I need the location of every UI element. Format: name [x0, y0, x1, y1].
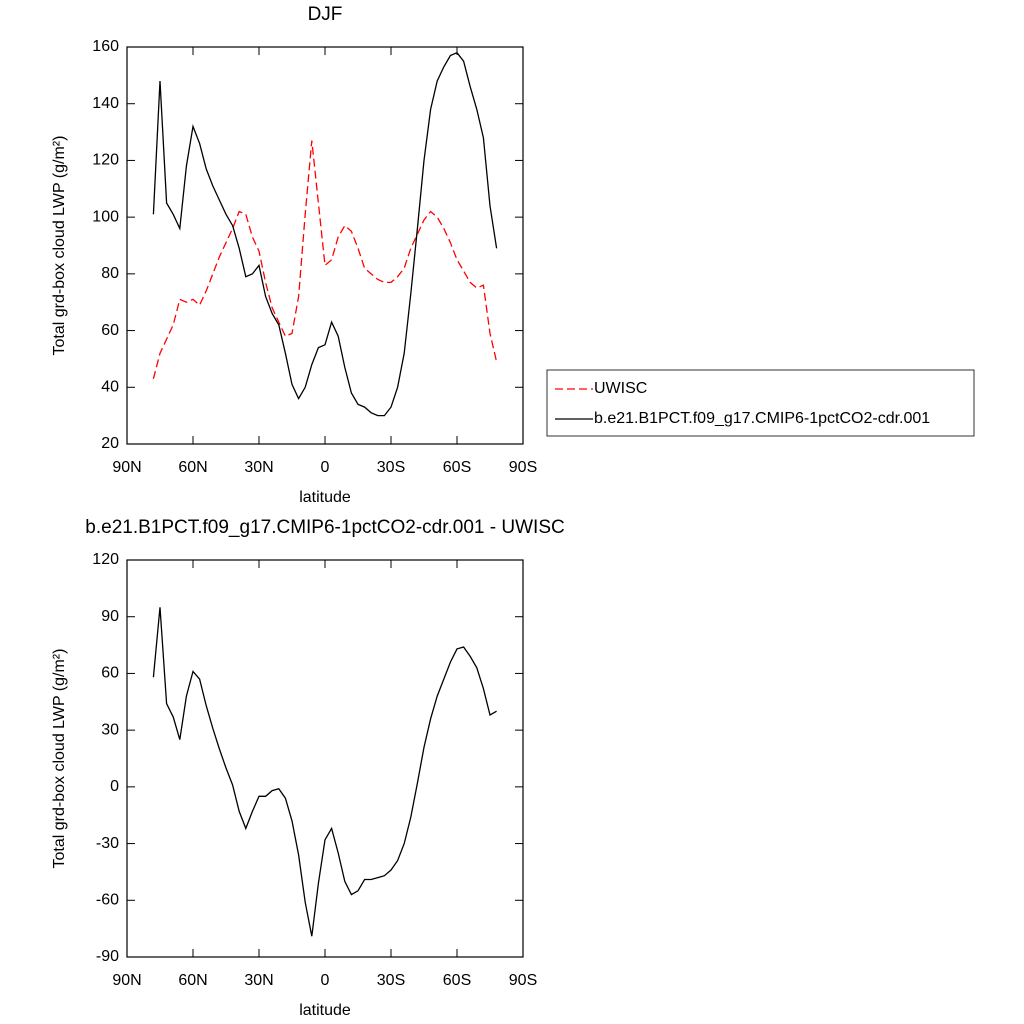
- y-axis-label: Total grd-box cloud LWP (g/m²): [51, 136, 68, 356]
- data-line: [152, 140, 498, 379]
- data-line: [152, 607, 497, 937]
- x-tick-label: 30S: [377, 459, 405, 476]
- chart-title: DJF: [308, 4, 343, 25]
- y-tick-label: 40: [101, 379, 119, 396]
- y-tick-label: 160: [92, 38, 119, 55]
- x-tick-label: 90S: [509, 972, 537, 989]
- y-axis-label: Total grd-box cloud LWP (g/m²): [51, 649, 68, 869]
- legend-box: [546, 369, 975, 437]
- x-tick-label: 0: [321, 459, 330, 476]
- x-tick-label: 60S: [443, 459, 471, 476]
- y-tick-label: 140: [92, 95, 119, 112]
- y-tick-label: 0: [110, 778, 119, 795]
- x-tick-label: 60N: [178, 459, 207, 476]
- chart-title: b.e21.B1PCT.f09_g17.CMIP6-1pctCO2-cdr.00…: [85, 517, 564, 538]
- y-tick-label: 120: [92, 152, 119, 169]
- y-tick-label: -60: [96, 892, 119, 909]
- legend-label: UWISC: [594, 380, 647, 397]
- plot-frame: [126, 559, 524, 958]
- x-tick-label: 90S: [509, 459, 537, 476]
- y-tick-label: 120: [92, 551, 119, 568]
- x-tick-label: 60S: [443, 972, 471, 989]
- legend-label: b.e21.B1PCT.f09_g17.CMIP6-1pctCO2-cdr.00…: [594, 410, 930, 427]
- x-tick-label: 90N: [112, 972, 141, 989]
- x-axis-label: latitude: [299, 489, 351, 506]
- y-tick-label: -90: [96, 948, 119, 965]
- y-tick-label: 90: [101, 608, 119, 625]
- x-tick-label: 30N: [244, 972, 273, 989]
- y-tick-label: 100: [92, 208, 119, 225]
- legend: UWISC b.e21.B1PCT.f09_g17.CMIP6-1pctCO2-c…: [546, 369, 975, 437]
- y-tick-label: 60: [101, 665, 119, 682]
- y-tick-label: 80: [101, 265, 119, 282]
- x-tick-label: 30S: [377, 972, 405, 989]
- x-tick-label: 90N: [112, 459, 141, 476]
- x-tick-label: 0: [321, 972, 330, 989]
- y-tick-label: 60: [101, 322, 119, 339]
- x-axis-label: latitude: [299, 1002, 351, 1019]
- plot-frame: [126, 46, 524, 445]
- y-tick-label: -30: [96, 835, 119, 852]
- data-line: [152, 51, 498, 417]
- x-tick-label: 60N: [178, 972, 207, 989]
- y-tick-label: 20: [101, 435, 119, 452]
- y-tick-label: 30: [101, 721, 119, 738]
- x-tick-label: 30N: [244, 459, 273, 476]
